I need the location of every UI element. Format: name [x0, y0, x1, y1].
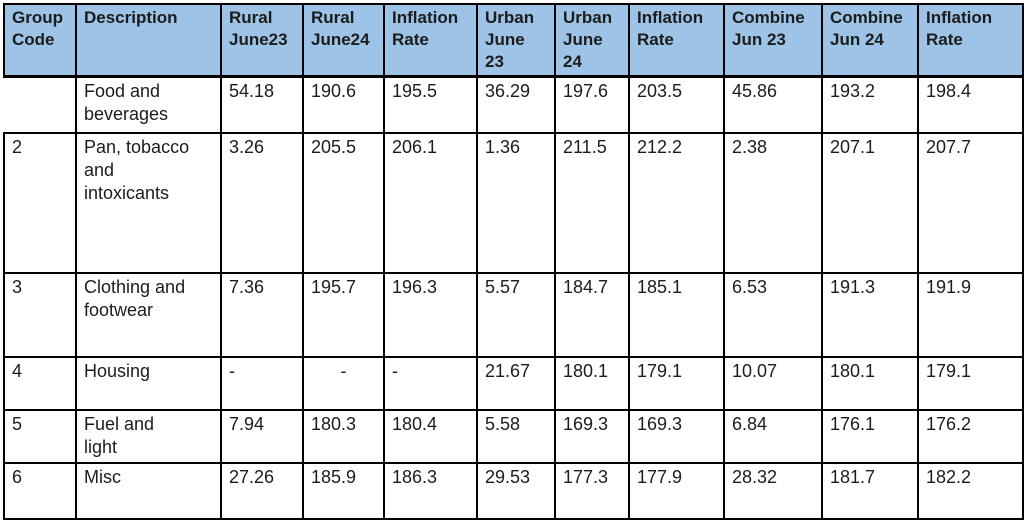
value-cell: 7.36 [220, 271, 304, 358]
value-cell: 180.1 [554, 355, 630, 411]
value-cell: 195.7 [302, 271, 385, 358]
table-row: 5 Fuel and light 7.94 180.3 180.4 5.58 169.3 16… [3, 408, 1024, 464]
value-cell: 205.5 [302, 131, 385, 274]
value-cell: 179.1 [917, 355, 1024, 411]
value-cell: 193.2 [821, 75, 919, 134]
value-cell: 206.1 [383, 131, 478, 274]
value-cell: 197.6 [554, 75, 630, 134]
value-cell: 7.94 [220, 408, 304, 464]
value-cell: 190.6 [302, 75, 385, 134]
value-cell: 5.57 [476, 271, 556, 358]
value-cell: 3.26 [220, 131, 304, 274]
table-body: Food and beverages 54.18 190.6 195.5 36.29 19… [3, 75, 1024, 520]
table-row: 3 Clothing and footwear 7.36 195.7 196.3 5.57… [3, 271, 1024, 358]
value-cell: 176.2 [917, 408, 1024, 464]
column-header: Rural June23 [220, 3, 304, 78]
column-header: Urban June 24 [554, 3, 630, 78]
table-row: 6 Misc 27.26 185.9 186.3 29.53 177.3 177.9 28.32… [3, 461, 1024, 520]
value-cell: - [302, 355, 385, 411]
description-cell: Pan, tobacco and intoxicants [75, 131, 222, 274]
table-row: 2 Pan, tobacco and intoxicants 3.26 205.5 20… [3, 131, 1024, 274]
value-cell: 2.38 [723, 131, 823, 274]
table-row: Food and beverages 54.18 190.6 195.5 36.29 19… [3, 75, 1024, 134]
group-code-cell: 3 [3, 271, 77, 358]
column-header: Inflation Rate [917, 3, 1024, 78]
column-header: Inflation Rate [628, 3, 725, 78]
value-cell: 6.84 [723, 408, 823, 464]
value-cell: 179.1 [628, 355, 725, 411]
value-cell: 36.29 [476, 75, 556, 134]
value-cell: 10.07 [723, 355, 823, 411]
column-header: Urban June 23 [476, 3, 556, 78]
value-cell: 180.4 [383, 408, 478, 464]
value-cell: 207.7 [917, 131, 1024, 274]
value-cell: 191.3 [821, 271, 919, 358]
value-cell: 211.5 [554, 131, 630, 274]
value-cell: 180.1 [821, 355, 919, 411]
description-cell: Fuel and light [75, 408, 222, 464]
value-cell: 1.36 [476, 131, 556, 274]
column-header: Description [75, 3, 222, 78]
value-cell: 5.58 [476, 408, 556, 464]
table-row: 4 Housing - - -21.67 180.1 179.1 10.07 180.1 179.… [3, 355, 1024, 411]
value-cell: 186.3 [383, 461, 478, 520]
value-cell: 29.53 [476, 461, 556, 520]
description-cell: Food and beverages [75, 75, 222, 134]
header-row: Group Code Description Rural June23 Rural J… [3, 3, 1024, 78]
value-cell: 28.32 [723, 461, 823, 520]
value-cell: 212.2 [628, 131, 725, 274]
group-code-cell: 5 [3, 408, 77, 464]
value-cell: 176.1 [821, 408, 919, 464]
value-cell: 181.7 [821, 461, 919, 520]
column-header: Combine Jun 23 [723, 3, 823, 78]
value-cell: 45.86 [723, 75, 823, 134]
description-cell: Housing [75, 355, 222, 411]
value-cell: 191.9 [917, 271, 1024, 358]
value-cell: 169.3 [554, 408, 630, 464]
value-cell: 198.4 [917, 75, 1024, 134]
column-header: Rural June24 [302, 3, 385, 78]
value-cell: 54.18 [220, 75, 304, 134]
value-cell: 185.9 [302, 461, 385, 520]
value-cell: 184.7 [554, 271, 630, 358]
value-cell: 177.3 [554, 461, 630, 520]
description-cell: Misc [75, 461, 222, 520]
value-cell: - [220, 355, 304, 411]
cpi-inflation-table: Group Code Description Rural June23 Rural J… [3, 3, 1024, 520]
group-code-cell: 2 [3, 131, 77, 274]
value-cell: 6.53 [723, 271, 823, 358]
value-cell: 203.5 [628, 75, 725, 134]
group-code-cell: 6 [3, 461, 77, 520]
value-cell: 207.1 [821, 131, 919, 274]
value-cell: 196.3 [383, 271, 478, 358]
value-cell: 169.3 [628, 408, 725, 464]
column-header: Inflation Rate [383, 3, 478, 78]
value-cell: - [383, 355, 478, 411]
value-cell: 27.26 [220, 461, 304, 520]
value-cell: 180.3 [302, 408, 385, 464]
value-cell: 21.67 [476, 355, 556, 411]
value-cell: 182.2 [917, 461, 1024, 520]
value-cell: 195.5 [383, 75, 478, 134]
value-cell: 177.9 [628, 461, 725, 520]
group-code-cell [3, 75, 77, 134]
group-code-cell: 4 [3, 355, 77, 411]
column-header: Group Code [3, 3, 77, 78]
value-cell: 185.1 [628, 271, 725, 358]
description-cell: Clothing and footwear [75, 271, 222, 358]
column-header: Combine Jun 24 [821, 3, 919, 78]
